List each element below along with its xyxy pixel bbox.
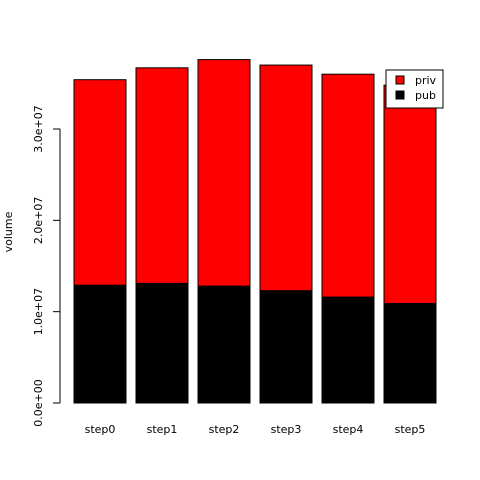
y-axis-label: volume [2, 211, 15, 252]
bar-priv-step4 [321, 73, 375, 298]
legend-label-priv: priv [415, 74, 437, 87]
y-tick-label: 3.0e+07 [32, 105, 45, 152]
bar-priv-step2 [197, 59, 251, 287]
legend-label-pub: pub [415, 89, 436, 102]
x-tick-label: step0 [85, 423, 116, 436]
y-tick-label: 2.0e+07 [32, 197, 45, 244]
bar-pub-step0 [73, 284, 127, 404]
legend-swatch-pub [395, 90, 405, 100]
bar-priv-step0 [73, 79, 127, 286]
y-tick-label: 0.0e+00 [32, 379, 45, 426]
bar-pub-step2 [197, 285, 251, 404]
bar-pub-step4 [321, 296, 375, 404]
x-tick-label: step1 [147, 423, 178, 436]
x-tick-label: step3 [271, 423, 302, 436]
bar-priv-step3 [259, 64, 313, 292]
y-axis: 0.0e+00 1.0e+07 2.0e+07 3.0e+07 [32, 105, 61, 427]
legend-swatch-priv [395, 75, 405, 85]
x-axis: step0 step1 step2 step3 step4 step5 [85, 423, 426, 436]
x-tick-label: step5 [395, 423, 426, 436]
bar-priv-step5 [383, 84, 437, 304]
legend: priv pub [385, 69, 444, 109]
bar-priv-step1 [135, 67, 189, 284]
x-tick-label: step2 [209, 423, 240, 436]
bar-pub-step1 [135, 282, 189, 404]
bar-pub-step3 [259, 290, 313, 404]
x-tick-label: step4 [333, 423, 364, 436]
y-tick-label: 1.0e+07 [32, 288, 45, 335]
bars-group [73, 59, 437, 404]
bar-pub-step5 [383, 302, 437, 404]
